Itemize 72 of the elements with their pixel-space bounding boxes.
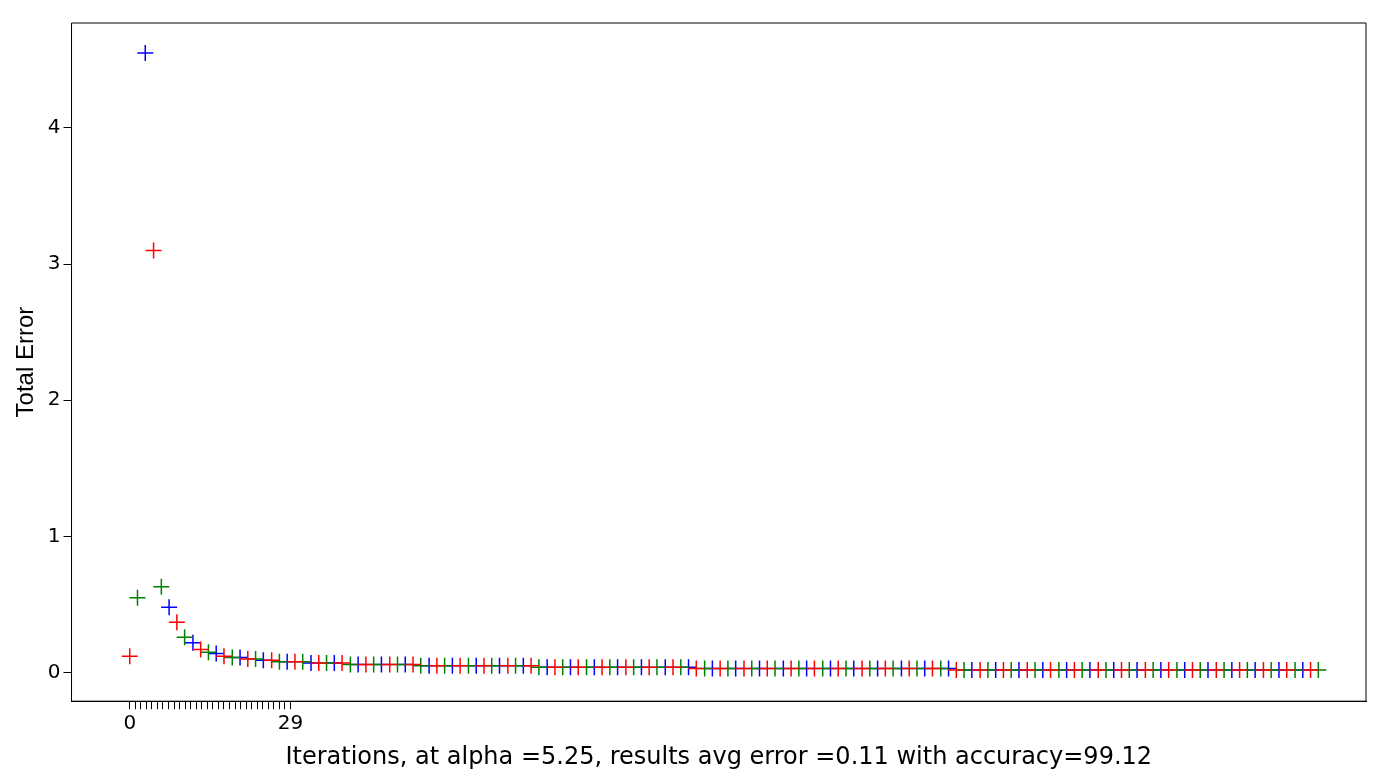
- point: [735, 659, 753, 678]
- point: [380, 655, 399, 674]
- point: [152, 578, 171, 596]
- point: [853, 659, 871, 678]
- point: [1065, 661, 1084, 679]
- point: [475, 657, 493, 675]
- point: [593, 658, 611, 676]
- point: [1301, 661, 1320, 679]
- point: [168, 613, 186, 631]
- point: [191, 640, 210, 659]
- y-tick-label: 3: [47, 250, 61, 275]
- point: [994, 661, 1013, 679]
- point: [1041, 661, 1060, 679]
- point: [876, 659, 895, 678]
- point: [1254, 661, 1273, 679]
- point: [758, 659, 777, 678]
- point: [640, 658, 658, 676]
- point: [262, 651, 281, 670]
- point: [160, 598, 178, 616]
- point: [207, 644, 225, 663]
- point: [1089, 661, 1107, 679]
- point: [499, 657, 517, 675]
- point: [404, 655, 422, 674]
- point: [128, 588, 147, 607]
- point: [829, 659, 847, 678]
- point: [120, 647, 139, 666]
- y-axis-title: Total Error: [11, 306, 39, 418]
- point: [900, 659, 918, 678]
- point: [923, 659, 942, 678]
- point: [184, 633, 202, 652]
- point: [333, 654, 351, 672]
- point: [971, 661, 989, 679]
- point: [947, 661, 966, 679]
- point: [546, 658, 564, 676]
- point: [136, 44, 155, 62]
- point: [522, 657, 540, 675]
- point: [270, 652, 289, 671]
- point: [1183, 661, 1202, 679]
- point: [310, 654, 328, 672]
- point: [1230, 661, 1249, 679]
- point: [782, 659, 800, 678]
- point: [1207, 661, 1226, 679]
- point: [215, 647, 233, 666]
- point: [357, 655, 375, 674]
- point: [199, 643, 218, 661]
- y-tick-label: 4: [47, 114, 61, 139]
- point: [451, 657, 469, 675]
- point: [175, 628, 194, 646]
- point: [1159, 661, 1178, 679]
- x-tick-label: 29: [277, 710, 304, 735]
- point: [617, 658, 635, 676]
- point: [239, 650, 257, 668]
- point: [428, 657, 446, 675]
- point: [1018, 661, 1037, 679]
- y-tick-label: 1: [47, 522, 61, 547]
- point: [286, 652, 304, 671]
- point: [223, 648, 242, 667]
- point: [412, 657, 430, 675]
- x-axis-title: Iterations, at alpha =5.25, results avg error =0.11 with accuracy=99.12: [285, 741, 1153, 770]
- point: [530, 658, 548, 676]
- point: [1136, 661, 1155, 679]
- point: [144, 241, 163, 260]
- point: [664, 658, 682, 676]
- point: [687, 659, 706, 678]
- y-tick-label: 2: [47, 386, 61, 411]
- point: [1277, 661, 1296, 679]
- point: [1112, 661, 1131, 679]
- point: [569, 658, 587, 676]
- point: [805, 659, 824, 678]
- point: [711, 659, 729, 678]
- point: [341, 655, 360, 674]
- y-tick-label: 0: [47, 658, 61, 683]
